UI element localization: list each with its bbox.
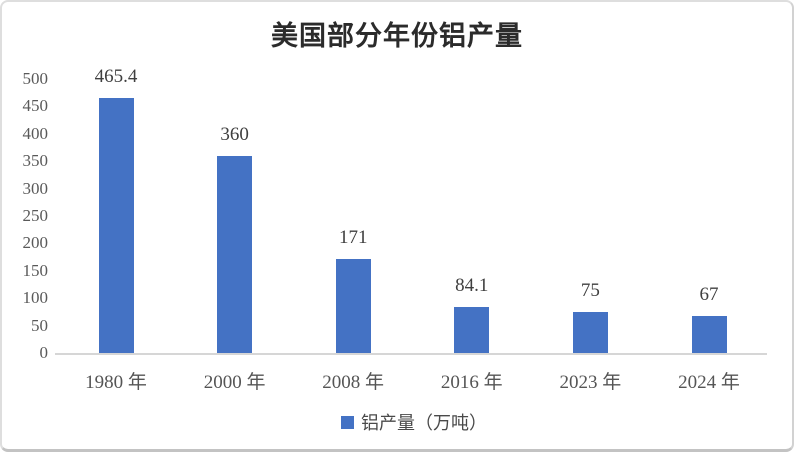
bar-2008年 bbox=[335, 259, 371, 353]
y-axis-tick-label: 400 bbox=[22, 123, 49, 143]
chart-title: 美国部分年份铝产量 bbox=[271, 21, 523, 51]
y-axis-tick-label: 150 bbox=[22, 260, 49, 280]
x-axis-category-label: 1980 年 bbox=[85, 372, 147, 393]
bar-2024年 bbox=[691, 316, 727, 353]
y-axis-tick-label: 50 bbox=[31, 315, 48, 335]
y-axis-tick-label: 300 bbox=[22, 178, 49, 198]
bar-value-label: 67 bbox=[699, 284, 719, 305]
y-axis-tick-label: 500 bbox=[22, 69, 49, 88]
legend: 铝产量（万吨） bbox=[2, 409, 792, 435]
x-axis-category-label: 2016 年 bbox=[440, 372, 503, 393]
bar-value-label: 84.1 bbox=[455, 275, 489, 296]
y-axis-tick-label: 350 bbox=[22, 151, 49, 171]
bar-2023年 bbox=[572, 312, 608, 353]
y-axis-tick-label: 200 bbox=[22, 233, 49, 253]
bar-value-label: 465.4 bbox=[94, 66, 138, 87]
y-axis-tick-label: 100 bbox=[22, 288, 49, 308]
x-axis-category-label: 2000 年 bbox=[203, 372, 266, 393]
bar-2000年 bbox=[217, 156, 253, 353]
y-axis-tick-label: 250 bbox=[22, 206, 49, 225]
bar-value-label: 171 bbox=[338, 227, 368, 248]
bar-2016年 bbox=[454, 307, 490, 353]
y-axis-tick-label: 0 bbox=[39, 343, 49, 362]
bar-1980年 bbox=[98, 98, 134, 353]
x-axis-line bbox=[55, 353, 767, 355]
y-axis-tick-label: 450 bbox=[22, 96, 49, 116]
bar-value-label: 75 bbox=[580, 280, 600, 301]
legend-blue-square-icon bbox=[341, 415, 354, 429]
x-axis-category-label: 2008 年 bbox=[322, 372, 385, 393]
legend-label: 铝产量（万吨） bbox=[361, 413, 487, 433]
x-axis-category-label: 2023 年 bbox=[559, 372, 622, 393]
x-axis-category-label: 2024 年 bbox=[678, 372, 740, 393]
bar-value-label: 360 bbox=[220, 124, 249, 145]
